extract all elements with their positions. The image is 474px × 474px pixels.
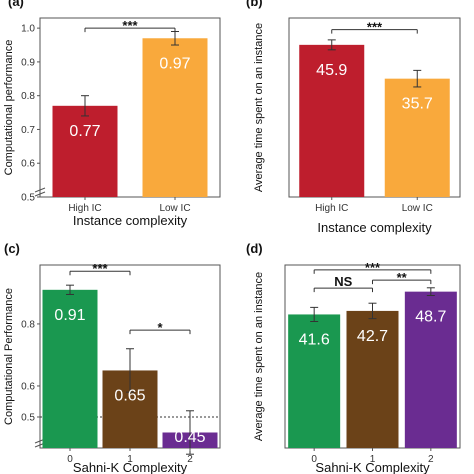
- data-label: 42.7: [357, 328, 388, 345]
- data-label: 45.9: [316, 62, 347, 79]
- x-tick-label: 1: [127, 454, 133, 465]
- chart-panel-1: (b) 45.9 High IC 35.7 Low IC *** Instance comp…: [246, 0, 461, 235]
- panel-label: (b): [246, 0, 263, 9]
- significance-label: ***: [365, 260, 381, 275]
- significance-label: ***: [92, 261, 108, 276]
- axis-break-mark: [34, 191, 46, 197]
- bar: [142, 38, 208, 197]
- chart-panel-0: (a) 0.5 0.6 0.7 0.8 0.9 1.0 0.77 High IC 0.97 Low …: [3, 0, 221, 228]
- x-axis-title: Sahni-K Complexity: [315, 460, 430, 474]
- y-tick-label: 0.5: [21, 193, 35, 204]
- bar: [404, 291, 457, 448]
- bar: [299, 44, 365, 197]
- plot-frame: [39, 17, 221, 198]
- significance-label: NS: [334, 274, 352, 289]
- bar: [384, 78, 450, 197]
- data-label: 0.45: [174, 429, 205, 446]
- x-tick-label: 1: [370, 454, 376, 465]
- y-tick-label: 0.9: [21, 57, 35, 68]
- y-tick-label: 1.0: [21, 24, 35, 35]
- x-tick-label: High IC: [68, 203, 101, 214]
- x-tick-label: 0: [311, 454, 317, 465]
- y-axis-title: Computational Performance: [3, 288, 15, 425]
- plot-frame: [288, 17, 461, 198]
- x-axis-title: Instance complexity: [317, 220, 432, 235]
- y-tick-label: 0.8: [21, 91, 35, 102]
- chart-panel-3: (d) 41.6 0 42.7 1 48.7 2 *** NS ** Sahni-K Complex…: [246, 241, 461, 474]
- data-label: 0.91: [54, 307, 85, 324]
- y-axis-title: Average time spent on an instance: [253, 272, 265, 441]
- data-label: 48.7: [415, 309, 446, 326]
- x-tick-label: 2: [187, 454, 193, 465]
- y-axis-title: Average time spent on an instance: [253, 23, 265, 192]
- data-label: 0.65: [114, 387, 145, 404]
- bar: [52, 105, 118, 197]
- x-tick-label: Low IC: [402, 203, 433, 214]
- x-tick-label: High IC: [315, 203, 348, 214]
- bar: [346, 310, 399, 448]
- panel-label: (d): [246, 241, 263, 256]
- data-label: 0.77: [69, 123, 100, 140]
- significance-label: **: [397, 270, 408, 285]
- panel-label: (a): [8, 0, 24, 9]
- bar: [42, 289, 98, 448]
- y-tick-label: 0.6: [21, 381, 35, 392]
- y-axis-title: Computational performance: [3, 40, 15, 176]
- y-tick-label: 0.7: [21, 125, 35, 136]
- x-tick-label: 0: [67, 454, 73, 465]
- x-axis-title: Instance complexity: [73, 213, 188, 228]
- data-label: 41.6: [299, 331, 330, 348]
- y-tick-label: 0.8: [21, 319, 35, 330]
- y-tick-label: 0.5: [21, 412, 35, 423]
- x-tick-label: 2: [428, 454, 434, 465]
- axis-break-mark: [34, 187, 46, 193]
- y-tick-label: 0.6: [21, 159, 35, 170]
- panel-label: (c): [4, 241, 20, 256]
- x-tick-label: Low IC: [159, 203, 190, 214]
- data-label: 35.7: [402, 96, 433, 113]
- x-axis-title: Sahni-K Complexity: [73, 460, 188, 474]
- bar: [288, 314, 341, 448]
- significance-label: ***: [367, 20, 383, 35]
- significance-label: *: [157, 320, 163, 335]
- data-label: 0.97: [159, 55, 190, 72]
- significance-label: ***: [122, 18, 138, 33]
